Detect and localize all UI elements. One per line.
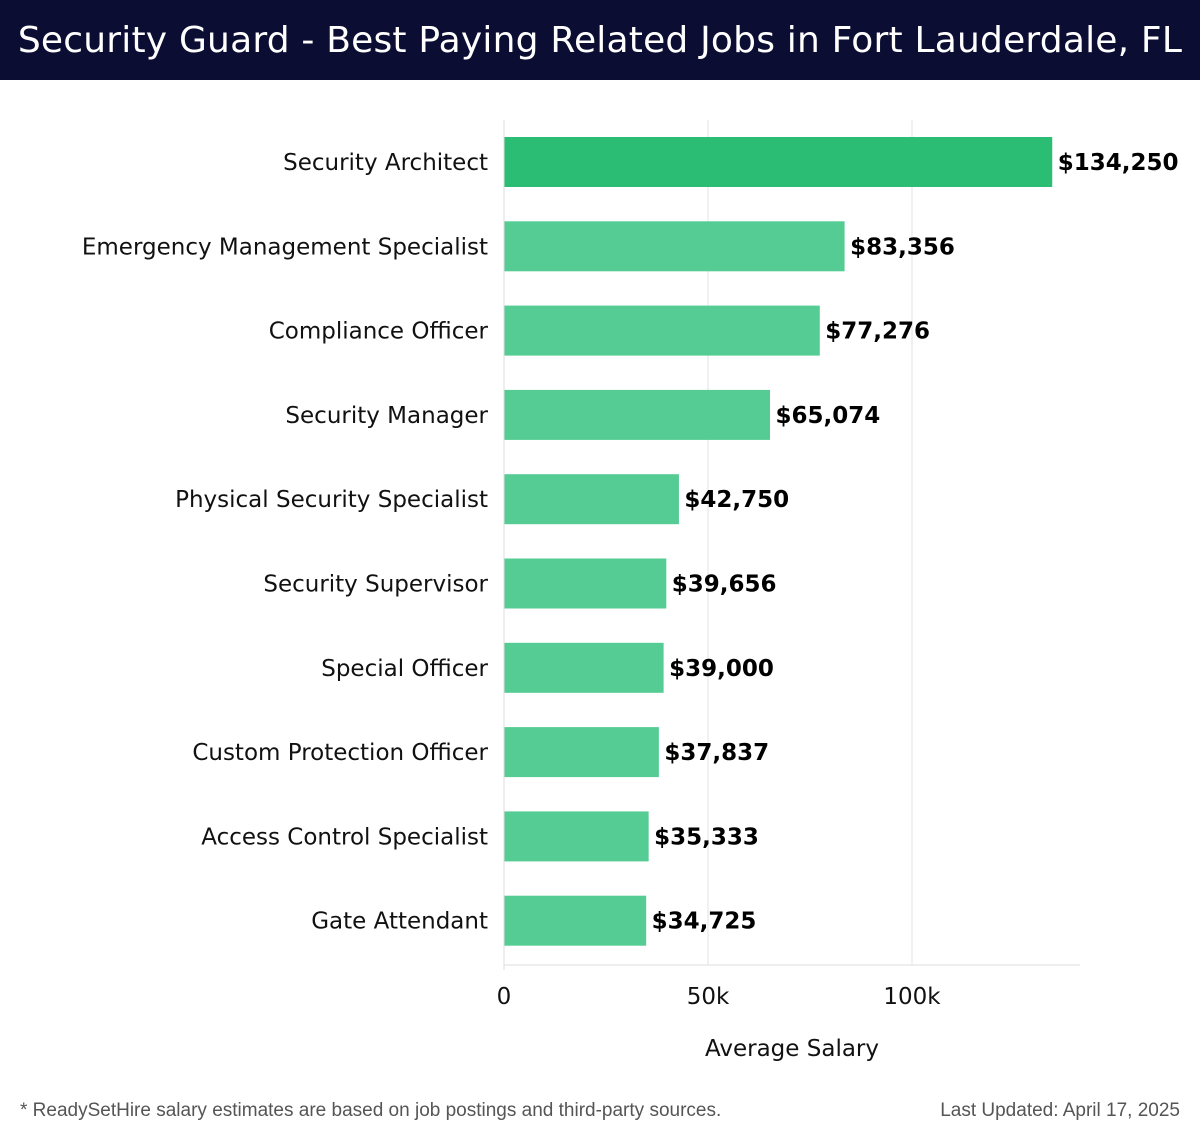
x-tick-label: 50k (687, 984, 730, 1010)
x-tick-label: 100k (883, 984, 941, 1010)
category-label: Special Officer (321, 656, 488, 682)
chart-title: Security Guard - Best Paying Related Job… (17, 19, 1183, 61)
bar-chart: Security Architect $134,250 Emergency Mana… (82, 120, 1179, 1062)
category-label: Security Architect (283, 150, 488, 176)
value-label: $34,725 (652, 909, 757, 935)
bar (504, 305, 820, 356)
footer-note: * ReadySetHire salary estimates are base… (20, 1100, 722, 1121)
category-label: Security Manager (285, 403, 488, 429)
x-axis-label: Average Salary (705, 1036, 879, 1062)
value-label: $39,656 (672, 572, 777, 598)
value-label: $37,837 (664, 740, 769, 766)
value-label: $83,356 (850, 234, 955, 260)
bar (504, 895, 647, 946)
category-label: Access Control Specialist (201, 824, 488, 850)
value-label: $77,276 (825, 319, 930, 345)
value-label: $35,333 (654, 824, 759, 850)
bar (504, 558, 667, 609)
value-label: $65,074 (776, 403, 881, 429)
bar (504, 389, 771, 440)
value-label: $39,000 (669, 656, 774, 682)
category-label: Custom Protection Officer (192, 740, 488, 766)
title-bar: Security Guard - Best Paying Related Job… (0, 0, 1200, 80)
category-label: Security Supervisor (263, 572, 488, 598)
category-label: Compliance Officer (269, 319, 489, 345)
bar (504, 474, 679, 525)
bar (504, 811, 649, 862)
value-label: $134,250 (1058, 150, 1179, 176)
bar (504, 137, 1053, 187)
category-label: Physical Security Specialist (175, 487, 488, 513)
bar (504, 727, 659, 778)
category-label: Emergency Management Specialist (82, 234, 488, 260)
x-tick-label: 0 (497, 984, 512, 1010)
last-updated: Last Updated: April 17, 2025 (940, 1100, 1180, 1121)
category-label: Gate Attendant (311, 909, 488, 935)
bar (504, 642, 664, 693)
value-label: $42,750 (684, 487, 789, 513)
bar (504, 221, 845, 272)
